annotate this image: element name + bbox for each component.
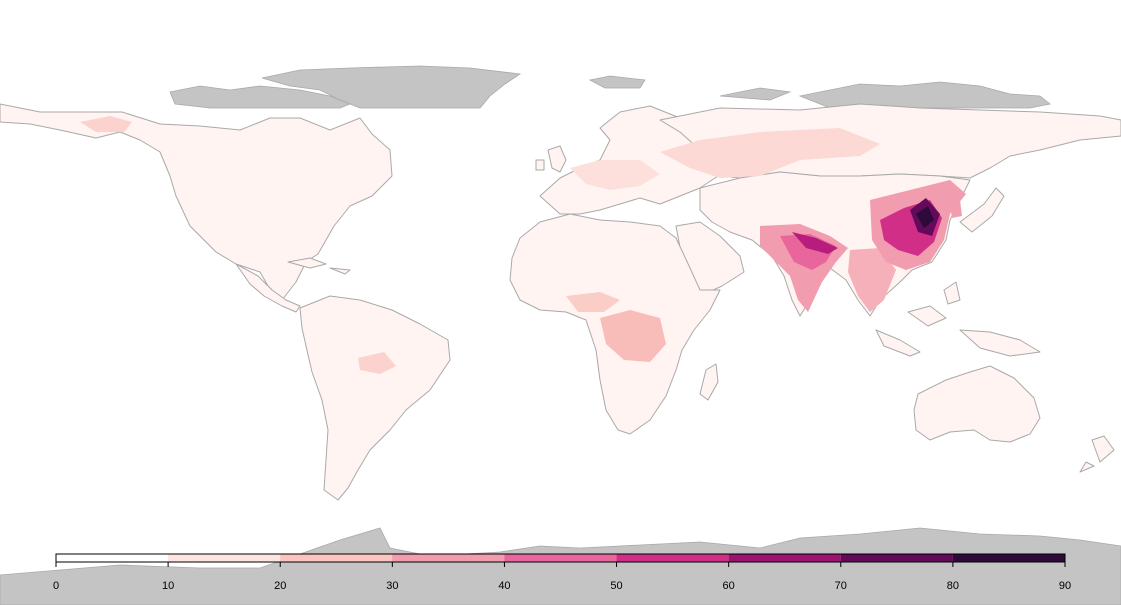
north-america [0,103,393,301]
area-alaska [80,116,132,132]
legend-tick-label-0: 0 [53,580,59,592]
area-china-core [916,206,934,228]
legend-tick-label-4: 40 [498,580,510,592]
legend-tick-label-3: 30 [386,580,398,592]
area-west-africa [566,292,620,312]
legend-tick-label-7: 70 [835,580,847,592]
central-america [235,263,301,313]
area-southeast-asia [848,248,896,312]
legend-bin-6 [728,554,841,562]
legend-bin-5 [616,554,729,562]
legend-tick-label-1: 10 [162,580,174,592]
new-zealand [1079,435,1115,473]
greenland [261,65,522,109]
area-amazon [358,352,396,374]
legend-bin-1 [168,554,281,562]
arctic-islands-eurasia [588,75,1051,109]
intensity-overlays [80,116,966,374]
legend-bin-4 [504,554,617,562]
legend-frame [55,553,1066,563]
south-america [299,295,451,501]
area-central-africa [600,310,666,362]
legend-tick-label-5: 50 [610,580,622,592]
no-data-regions [0,65,1121,605]
countries [0,103,1121,501]
area-europe [570,160,660,190]
legend-tick-label-2: 20 [274,580,286,592]
antarctica [0,527,1121,605]
legend-tick-label-8: 80 [947,580,959,592]
australia [913,365,1041,443]
area-ganges [792,232,838,254]
legend: 0 10 20 30 40 50 60 70 80 90 [53,553,1071,592]
uk-ireland [535,145,567,173]
legend-bins [55,553,1066,563]
caribbean [287,257,351,275]
madagascar [699,363,719,401]
legend-bin-0 [56,554,169,562]
southeast-asia-islands [875,281,1041,357]
legend-tick-label-6: 60 [723,580,735,592]
legend-tick-label-9: 90 [1059,580,1071,592]
japan [959,187,1005,233]
legend-bin-7 [840,554,953,562]
legend-bin-2 [280,554,393,562]
area-korea [950,200,962,218]
arctic-islands-america [169,85,352,109]
legend-bin-8 [952,554,1065,562]
legend-bin-3 [392,554,505,562]
legend-ticks: 0 10 20 30 40 50 60 70 80 90 [53,562,1071,592]
area-russia-west [660,128,880,178]
